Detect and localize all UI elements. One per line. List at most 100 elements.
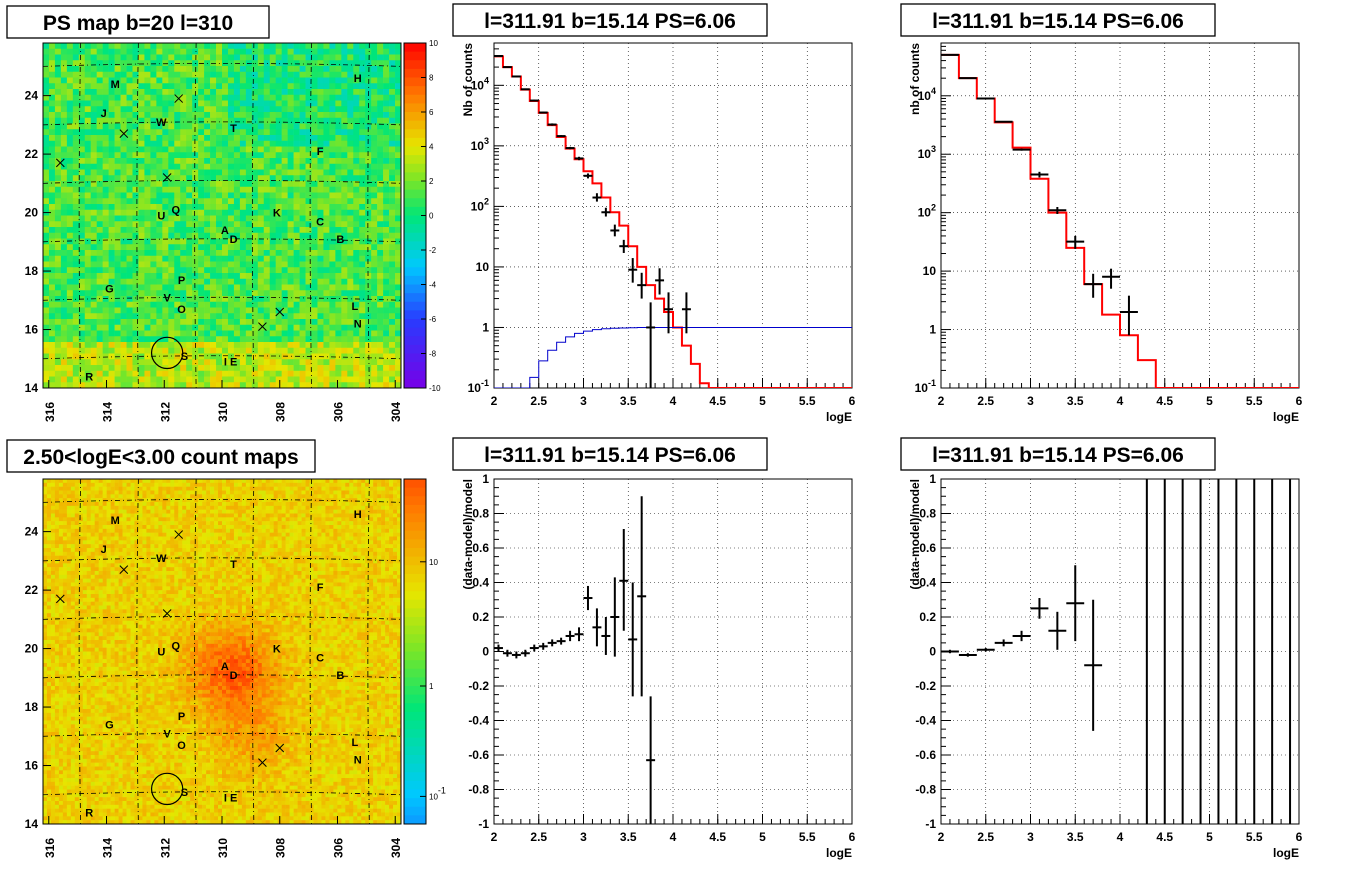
y-tick-label: 103 [471,136,489,153]
colorbar: 10 8 6 4 2 0 -2 -4 -6 -8 -10 [403,39,441,393]
map-x-tick: 304 [389,402,403,422]
y-tick-label: -0.4 [915,714,936,728]
colorbar-tick: 1 [429,682,434,691]
colorbar-tick: -6 [429,315,437,324]
x-tick-label: 6 [1296,830,1303,844]
y-tick-label: 0.6 [919,541,936,555]
source-label: W [156,117,167,129]
x-tick-label: 5.5 [1246,830,1263,844]
map-title-2: 2.50<logE<3.00 count maps [23,446,298,469]
y-tick-label: 1 [929,472,936,486]
map-x-tick: 306 [331,402,345,422]
x-tick-label: 5 [1206,394,1213,408]
x-axis-label: logE [1273,846,1299,860]
source-label: B [336,670,344,682]
source-label: U [157,211,165,223]
colorbar-tick: 6 [429,108,434,117]
map-title-1-box [6,5,270,39]
chart-2: 2 2.5 3 3.5 4 4.5 5 5.5 6 10-1 1 10 102 103 104 logE nb … [908,42,1303,424]
map-y-tick: 14 [25,381,39,395]
y-tick-label: 0.2 [919,610,936,624]
source-label: D [230,670,238,682]
y-tick-label: 0 [929,645,936,659]
x-tick-label: 5 [1206,830,1213,844]
x-tick-label: 4 [1117,830,1124,844]
source-label: J [101,544,107,556]
map-grid [42,42,402,389]
y-tick-label: 0.4 [919,576,936,590]
roi-circle [150,336,184,370]
x-tick-label: 6 [849,394,856,408]
chart-title-4: l=311.91 b=15.14 PS=6.06 [932,444,1184,467]
colorbar: 10 1 10-1 [403,478,446,825]
x-tick-label: 2.5 [530,830,547,844]
source-label: P [178,711,185,723]
source-label: M [111,79,120,91]
source-label: H [354,73,362,85]
source-label: R [85,807,93,819]
x-tick-label: 3 [580,394,587,408]
source-label: I E [224,357,237,369]
x-tick-label: 5 [759,830,766,844]
source-cross [55,158,65,168]
x-tick-label: 4.5 [1156,830,1173,844]
map-x-tick: 306 [331,838,345,858]
source-label: I E [224,793,237,805]
source-label: T [230,123,237,135]
y-tick-label: 0.8 [472,507,489,521]
colorbar-tick: 2 [429,177,434,186]
chart-3: 2 2.5 3 3.5 4 4.5 5 5.5 6 -1 -0.8 -0.6 -0.4 -0.2 0 0.2 0… [461,472,856,860]
map-y-tick: 20 [25,642,39,656]
source-label: L [351,737,358,749]
source-label: A [221,225,229,237]
chart-4: 2 2.5 3 3.5 4 4.5 5 5.5 6 -1 -0.8 -0.6 -0.4 -0.2 0 0.2 0… [908,472,1303,860]
map-y-tick: 24 [25,525,39,539]
source-cross [119,565,129,574]
source-label: B [336,234,344,246]
y-tick-label: 104 [471,75,489,92]
x-tick-label: 3 [1027,830,1034,844]
source-label: G [105,720,114,732]
map-y-tick: 18 [25,700,39,714]
y-axis-label: nb of counts [908,43,922,115]
map-x-tick: 312 [158,402,172,422]
map-y-tick: 22 [25,147,39,161]
source-label: H [354,509,362,521]
series-group [941,479,1292,824]
source-label: G [105,284,114,296]
chart-title-3: l=311.91 b=15.14 PS=6.06 [484,444,736,467]
chart-title-1-box [452,3,768,37]
chart-title-2-box [900,3,1216,37]
x-tick-label: 2 [491,394,498,408]
x-tick-label: 2 [938,394,945,408]
source-label: F [317,146,324,158]
map-heatmap [43,43,402,389]
x-tick-label: 3 [580,830,587,844]
x-tick-label: 4.5 [1156,394,1173,408]
map-x-tick: 310 [216,838,230,858]
source-cross [55,594,65,604]
y-tick-label: -0.6 [915,748,936,762]
source-label: N [354,755,362,767]
source-label: O [177,304,186,316]
x-tick-label: 3.5 [620,830,637,844]
x-tick-label: 2.5 [977,830,994,844]
source-label: T [230,559,237,571]
colorbar-tick: 10 [429,558,438,567]
y-tick-label: 1 [482,320,489,334]
source-label: C [316,652,324,664]
y-tick-label: -0.6 [468,748,489,762]
source-cross [258,322,267,331]
y-tick-label: 1 [482,472,489,486]
source-label: K [273,208,281,220]
source-label: M [111,515,120,527]
x-axis-label: logE [826,410,852,424]
source-label: N [354,319,362,331]
step-series-1 [941,53,1299,388]
chart-title-3-box [452,437,768,471]
y-tick-label: -0.8 [915,783,936,797]
source-label: V [163,292,171,304]
colorbar-tick: 8 [429,74,434,83]
map-x-tick: 314 [101,402,115,422]
